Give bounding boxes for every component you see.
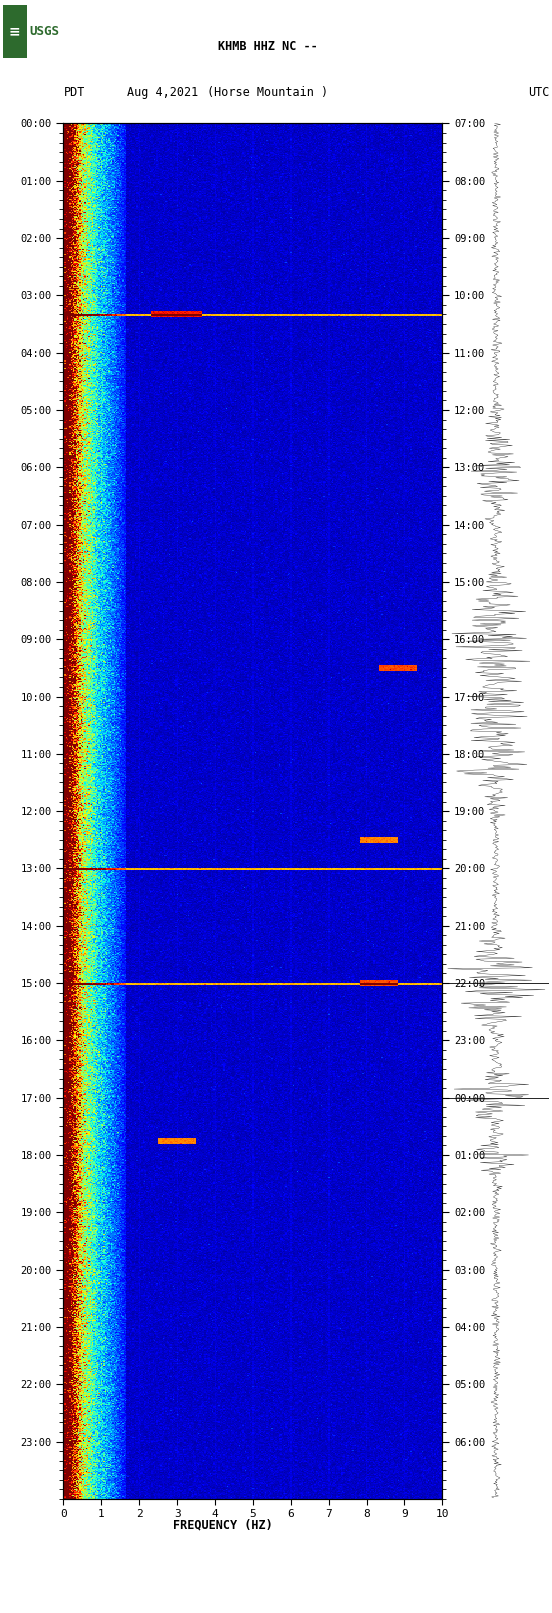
Text: FREQUENCY (HZ): FREQUENCY (HZ): [173, 1519, 273, 1532]
Bar: [3, 5, 27, 58]
Text: KHMB HHZ NC --: KHMB HHZ NC --: [217, 40, 317, 53]
Text: USGS: USGS: [29, 24, 59, 39]
Text: PDT: PDT: [63, 85, 85, 98]
Text: (Horse Mountain ): (Horse Mountain ): [207, 85, 328, 98]
Text: ≡: ≡: [9, 24, 20, 39]
Text: Aug 4,2021: Aug 4,2021: [126, 85, 198, 98]
Text: UTC: UTC: [528, 85, 549, 98]
